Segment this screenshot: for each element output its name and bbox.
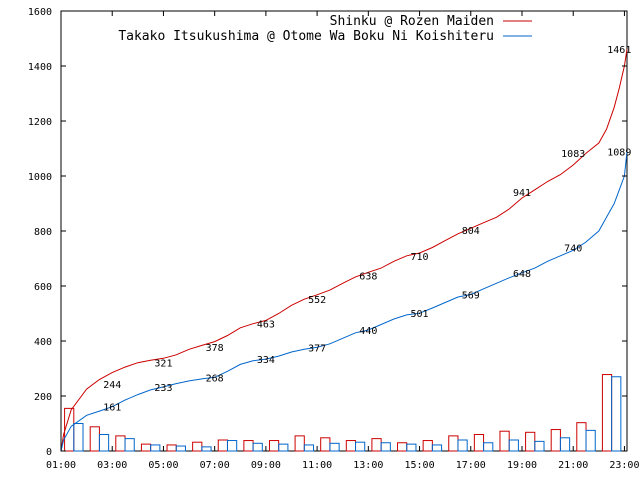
hourly-bar-shinku (217, 439, 228, 452)
data-label: 244 (103, 380, 121, 391)
data-label: 1461 (607, 45, 631, 56)
hourly-bar-takako (98, 434, 110, 452)
y-tick-label: 0 (46, 447, 52, 458)
x-tick-label: 01:00 (46, 460, 76, 471)
data-label: 552 (308, 295, 326, 306)
y-tick-label: 1400 (28, 62, 52, 73)
y-tick-label: 1600 (28, 7, 52, 18)
data-label: 321 (154, 359, 172, 370)
data-label: 463 (257, 320, 275, 331)
y-tick-label: 800 (34, 227, 52, 238)
data-label: 740 (564, 244, 582, 255)
legend-label: Shinku @ Rozen Maiden (330, 14, 494, 29)
data-label: 569 (462, 291, 480, 302)
hourly-bar-takako (73, 423, 84, 452)
hourly-bar-shinku (448, 435, 459, 452)
data-label: 334 (257, 355, 275, 366)
hourly-bar-takako (175, 445, 186, 452)
x-tick-label: 19:00 (507, 460, 537, 471)
hourly-bar-shinku (345, 440, 357, 452)
data-label: 941 (513, 188, 531, 199)
series-line-shinku (60, 49, 628, 452)
y-tick-label: 400 (34, 337, 52, 348)
hourly-bar-shinku (371, 438, 382, 452)
hourly-bar-takako (559, 437, 571, 452)
hourly-bar-takako (483, 442, 494, 452)
data-label: 378 (206, 343, 224, 354)
cumulative-lines (60, 49, 628, 452)
data-label: 648 (513, 269, 531, 280)
data-label: 440 (359, 326, 377, 337)
axis-ticks: 0 200 400 600 800 1000 1200 1400 1600 01:00 03:00 0… (28, 7, 640, 471)
data-label: 377 (308, 343, 326, 354)
hourly-bar-shinku (525, 431, 536, 452)
hourly-bar-shinku (550, 429, 561, 452)
x-tick-label: 13:00 (353, 460, 383, 471)
data-label: 161 (103, 403, 121, 414)
hourly-bar-takako (278, 443, 289, 452)
hourly-bar-takako (226, 440, 238, 452)
hourly-bar-shinku (499, 430, 510, 452)
hourly-bar-shinku (89, 426, 100, 452)
hourly-bar-takako (252, 442, 263, 452)
data-label: 804 (462, 226, 480, 237)
data-label: 1083 (561, 149, 585, 160)
hourly-bar-shinku (115, 435, 126, 452)
hourly-bar-takako (201, 446, 212, 452)
plot-frame (60, 10, 628, 452)
data-label: 268 (206, 373, 224, 384)
hourly-bar-takako (508, 439, 519, 452)
legend-label: Takako Itsukushima @ Otome Wa Boku Ni Ko… (118, 29, 494, 44)
data-label: 638 (359, 272, 377, 283)
y-tick-label: 200 (34, 392, 52, 403)
hourly-bar-takako (611, 376, 622, 452)
series-line-takako (60, 151, 628, 452)
data-label: 710 (411, 252, 429, 263)
data-label: 233 (154, 383, 172, 394)
data-label: 501 (411, 309, 429, 320)
hourly-bar-shinku (397, 442, 408, 452)
hourly-bar-shinku (473, 434, 485, 452)
y-tick-label: 600 (34, 282, 52, 293)
hourly-bar-takako (124, 438, 135, 452)
hourly-bar-shinku (294, 435, 305, 452)
hourly-bar-shinku (601, 374, 613, 452)
x-tick-label: 15:00 (404, 460, 434, 471)
hourly-bar-takako (406, 443, 417, 452)
hourly-bar-shinku (192, 441, 203, 452)
x-tick-label: 23:00 (609, 460, 639, 471)
hourly-bar-takako (150, 444, 161, 452)
hourly-bar-shinku (268, 440, 280, 452)
x-tick-label: 11:00 (302, 460, 332, 471)
hourly-bar-takako (329, 442, 340, 452)
hourly-bar-takako (380, 442, 391, 452)
x-tick-label: 03:00 (97, 460, 127, 471)
hourly-bar-shinku (576, 422, 587, 452)
x-tick-label: 17:00 (456, 460, 486, 471)
hourly-bar-takako (431, 444, 443, 452)
y-tick-label: 1000 (28, 172, 52, 183)
data-labels: 244 321 378 463 552 638 710 804 941 1083 1461 161 23… (103, 45, 631, 414)
data-label: 1089 (607, 148, 631, 159)
hourly-bar-takako (585, 429, 596, 452)
hourly-bar-shinku (140, 443, 152, 452)
x-tick-label: 07:00 (200, 460, 230, 471)
hourly-bar-shinku (166, 444, 177, 452)
x-tick-label: 09:00 (251, 460, 281, 471)
hourly-bar-takako (355, 441, 366, 452)
hourly-bar-shinku (320, 437, 331, 452)
x-tick-label: 21:00 (558, 460, 588, 471)
y-tick-label: 1200 (28, 117, 52, 128)
hourly-bar-shinku (422, 440, 433, 452)
hourly-bar-takako (457, 439, 468, 452)
hourly-bar-takako (303, 444, 315, 452)
x-tick-label: 05:00 (148, 460, 178, 471)
hourly-bars (64, 374, 622, 452)
hourly-bar-takako (534, 440, 545, 452)
hourly-bar-shinku (243, 440, 254, 452)
